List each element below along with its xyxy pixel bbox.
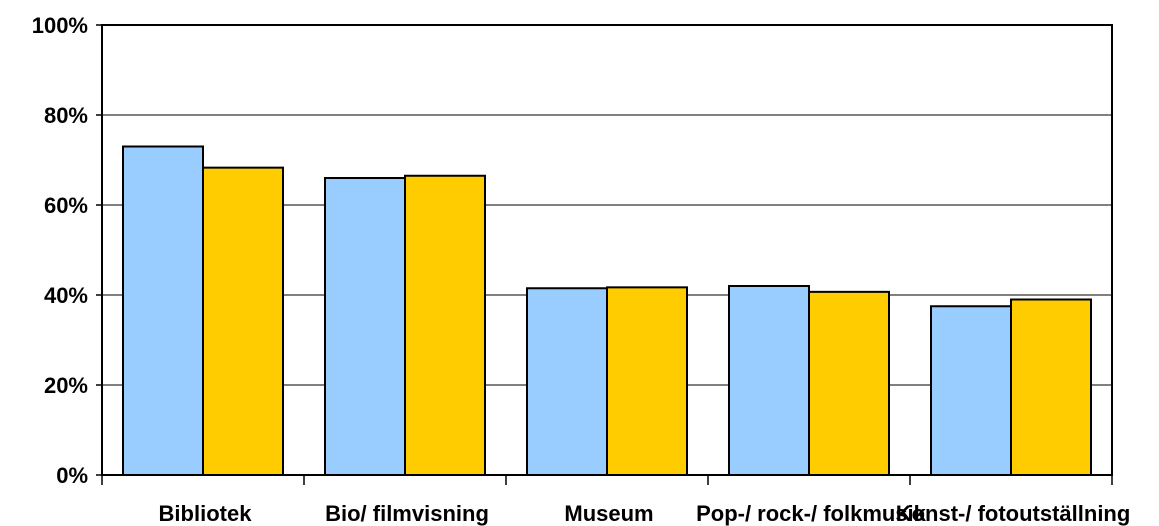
y-tick-label: 40% xyxy=(44,283,88,308)
bar-2-5 xyxy=(1010,298,1092,476)
bar-1-3 xyxy=(526,287,608,476)
x-tick-label: Konst-/ fotoutställning xyxy=(896,501,1131,526)
x-tick-label: Bibliotek xyxy=(159,501,253,526)
y-tick-label: 80% xyxy=(44,103,88,128)
bar-1-5 xyxy=(930,305,1012,476)
x-tick-label: Museum xyxy=(564,501,653,526)
axes xyxy=(101,24,1113,476)
x-tick-label: Bio/ filmvisning xyxy=(325,501,489,526)
x-axis-ticks: Bibliotek Bio/ filmvisning Museum Pop-/ roc… xyxy=(101,475,1131,526)
bar-2-3 xyxy=(606,286,688,476)
bar-1-4 xyxy=(728,285,810,476)
y-tick-label: 100% xyxy=(32,13,88,38)
bar-1-2 xyxy=(324,177,406,476)
y-tick-label: 20% xyxy=(44,373,88,398)
y-axis-ticks: 0% 20% 40% 60% 80% 100% xyxy=(32,13,102,488)
bar-1-1 xyxy=(122,145,204,476)
bar-2-2 xyxy=(404,174,486,476)
x-tick-label: Pop-/ rock-/ folkmusik xyxy=(696,501,927,526)
bars xyxy=(122,145,1092,476)
bar-2-4 xyxy=(808,290,890,476)
bar-2-1 xyxy=(202,166,284,476)
y-tick-label: 60% xyxy=(44,193,88,218)
y-tick-label: 0% xyxy=(56,463,88,488)
plot-area-frame xyxy=(101,24,1113,476)
